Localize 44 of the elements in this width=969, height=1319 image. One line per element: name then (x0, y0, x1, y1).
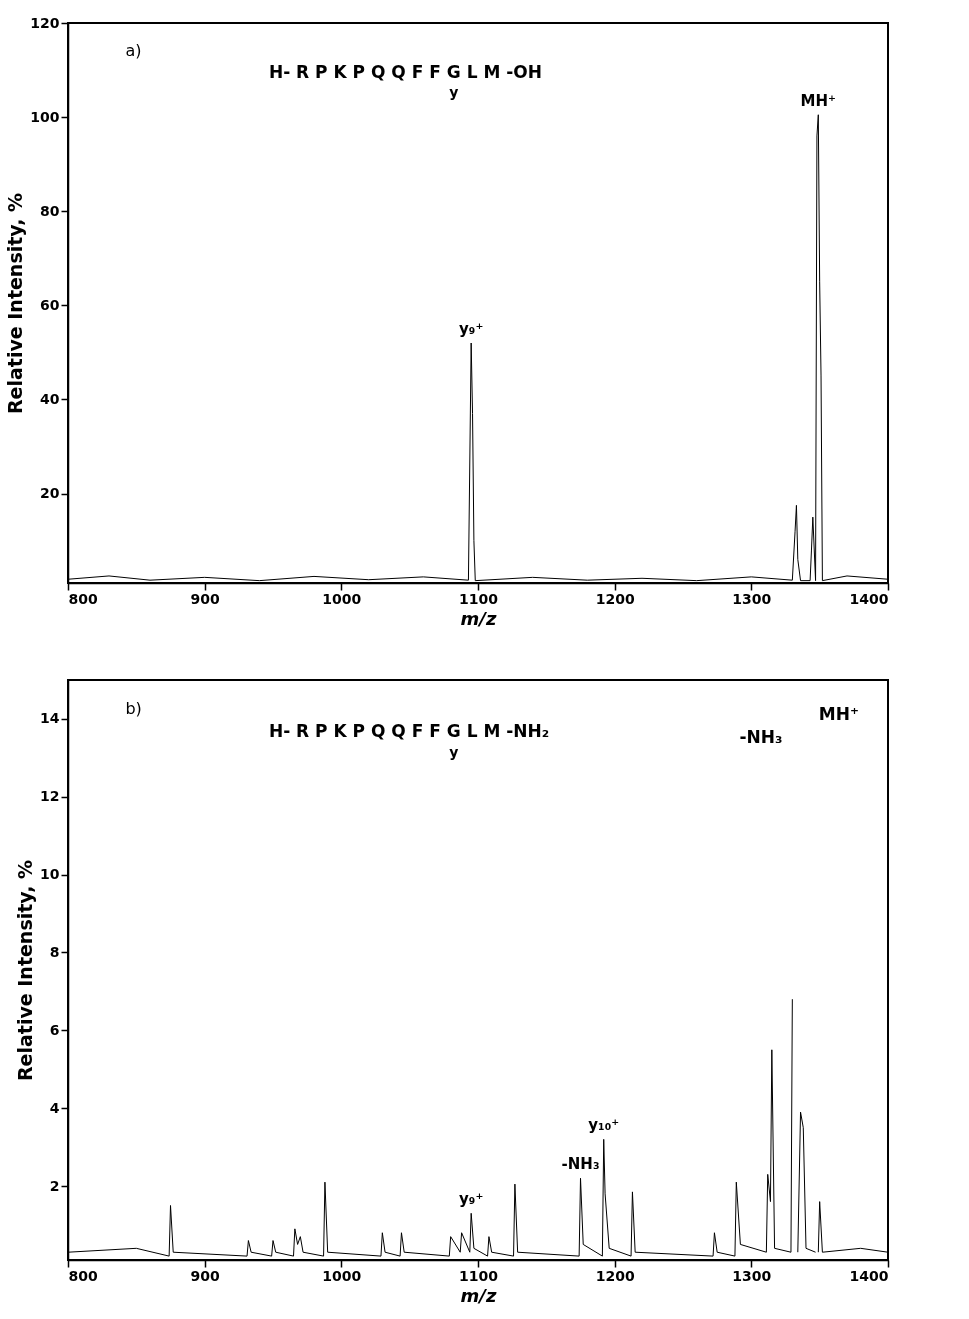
annotation: MH⁺ (800, 91, 836, 110)
y-tick-label: 2 (49, 1177, 60, 1194)
x-tick-label: 1400 (849, 1267, 889, 1284)
x-tick-label: 1200 (595, 1267, 635, 1284)
y-tick-label: 10 (40, 866, 60, 883)
y-tick-label: 4 (49, 1099, 60, 1116)
x-tick-label: 1100 (459, 1267, 499, 1284)
y-tick-label: 12 (40, 788, 60, 805)
y-tick-label: 60 (40, 296, 60, 313)
y-tick-label: 6 (49, 1021, 60, 1038)
y-tick-label: 20 (40, 485, 60, 502)
annotation: H- R P K P Q Q F F G L M -NH₂ (268, 721, 550, 742)
y-tick-label: 100 (30, 108, 60, 125)
x-tick-label: 1000 (322, 1267, 362, 1284)
y-tick-label: 8 (49, 943, 60, 960)
y-tick-label: 120 (30, 14, 60, 31)
y-axis-title: Relative Intensity, % (4, 192, 27, 415)
x-tick-label: 800 (68, 1267, 98, 1284)
annotation: b) (125, 699, 142, 718)
x-tick-label: 1400 (849, 590, 889, 607)
y-tick-label: 40 (40, 390, 60, 407)
y-tick-label: 80 (40, 202, 60, 219)
x-tick-label: 900 (190, 590, 221, 607)
annotation: y₉⁺ (459, 320, 484, 338)
x-tick-label: 1200 (595, 590, 635, 607)
annotation: y₉⁺ (459, 1190, 484, 1209)
annotation: -NH₃ (739, 727, 783, 747)
annotation: y₁₀⁺ (588, 1116, 620, 1135)
x-tick-label: 800 (68, 590, 98, 607)
x-tick-label: 1300 (732, 1267, 772, 1284)
x-tick-label: 900 (190, 1267, 221, 1284)
annotation: -NH₃ (561, 1155, 600, 1174)
y-axis-title: Relative Intensity, % (14, 859, 37, 1082)
x-tick-label: 1100 (459, 590, 499, 607)
y-tick-label: 14 (40, 710, 60, 727)
x-axis-title: m/z (460, 607, 497, 629)
annotation: MH⁺ (818, 703, 859, 724)
annotation: a) (125, 41, 142, 60)
x-tick-label: 1300 (732, 590, 772, 607)
annotation: y (449, 84, 459, 100)
x-tick-label: 1000 (322, 590, 362, 607)
x-axis-title: m/z (460, 1284, 497, 1306)
annotation: y (449, 743, 459, 760)
annotation: H- R P K P Q Q F F G L M -OH (268, 62, 542, 83)
